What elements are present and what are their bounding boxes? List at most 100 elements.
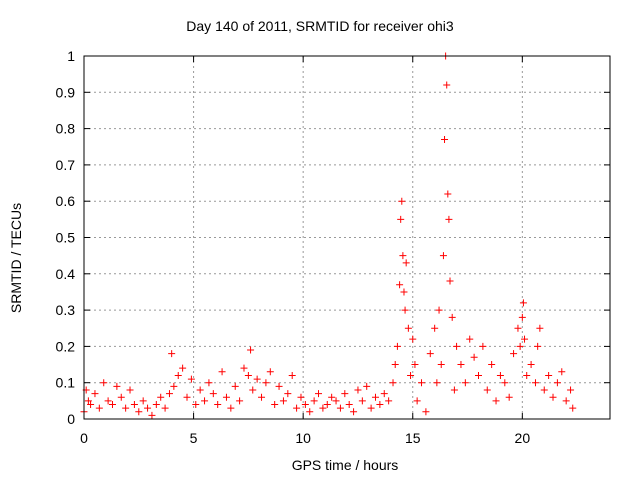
data-point <box>187 375 195 383</box>
data-point <box>117 393 125 401</box>
y-tick-label: 0.9 <box>56 84 76 100</box>
data-point <box>483 386 491 394</box>
data-point <box>262 379 270 387</box>
data-point <box>518 313 526 321</box>
data-point <box>152 400 160 408</box>
data-point <box>567 386 575 394</box>
data-point <box>404 324 412 332</box>
data-point <box>435 306 443 314</box>
data-point <box>418 379 426 387</box>
y-tick-label: 0.5 <box>56 230 76 246</box>
data-point <box>401 306 409 314</box>
data-point <box>139 397 147 405</box>
data-point <box>201 397 209 405</box>
plot-frame <box>83 55 611 420</box>
data-point <box>367 404 375 412</box>
data-point <box>446 277 454 285</box>
y-tick-label: 0 <box>67 411 75 427</box>
data-point <box>231 382 239 390</box>
data-point <box>95 404 103 412</box>
data-point <box>247 346 255 354</box>
data-point <box>293 404 301 412</box>
data-point <box>479 342 487 350</box>
data-point <box>443 81 451 89</box>
x-tick-label: 10 <box>295 430 311 446</box>
data-point <box>391 361 399 369</box>
y-tick-label: 0.4 <box>56 266 76 282</box>
data-point <box>558 368 566 376</box>
y-axis-label: SRMTID / TECUs <box>8 202 24 314</box>
x-tick-label: 5 <box>190 430 198 446</box>
data-point <box>288 371 296 379</box>
axis-ticks: 00.10.20.30.40.50.60.70.80.910 5 10 15 20 <box>56 48 610 446</box>
y-tick-label: 0.6 <box>56 193 76 209</box>
data-point <box>453 342 461 350</box>
data-point <box>505 393 513 401</box>
data-point <box>253 375 261 383</box>
data-point <box>266 368 274 376</box>
data-point <box>218 368 226 376</box>
data-point <box>358 397 366 405</box>
data-point <box>91 390 99 398</box>
data-points <box>80 52 577 419</box>
data-point <box>527 361 535 369</box>
data-point <box>130 400 138 408</box>
data-point <box>501 379 509 387</box>
data-point <box>540 386 548 394</box>
data-point <box>108 400 116 408</box>
data-point <box>319 404 327 412</box>
y-tick-label: 0.8 <box>56 121 76 137</box>
data-point <box>510 350 518 358</box>
data-point <box>450 386 458 394</box>
data-point <box>275 382 283 390</box>
data-point <box>521 335 529 343</box>
data-point <box>227 404 235 412</box>
data-point <box>422 408 430 416</box>
data-point <box>399 252 407 260</box>
data-point <box>445 215 453 223</box>
data-point <box>87 400 95 408</box>
data-point <box>534 342 542 350</box>
data-point <box>514 324 522 332</box>
data-point <box>284 390 292 398</box>
data-point <box>549 393 557 401</box>
data-point <box>157 393 165 401</box>
data-point <box>562 397 570 405</box>
data-point <box>569 404 577 412</box>
data-point <box>354 386 362 394</box>
data-point <box>165 390 173 398</box>
data-point <box>328 393 336 401</box>
data-point <box>126 386 134 394</box>
data-point <box>236 397 244 405</box>
data-point <box>148 411 156 419</box>
data-point <box>183 393 191 401</box>
data-point <box>466 335 474 343</box>
data-point <box>389 379 397 387</box>
data-point <box>396 281 404 289</box>
data-point <box>531 379 539 387</box>
data-point <box>553 379 561 387</box>
y-tick-label: 0.1 <box>56 375 76 391</box>
data-point <box>205 379 213 387</box>
data-point <box>100 379 108 387</box>
data-point <box>402 259 410 267</box>
data-point <box>345 400 353 408</box>
data-point <box>192 400 200 408</box>
data-point <box>523 371 531 379</box>
data-point <box>380 390 388 398</box>
data-point <box>135 408 143 416</box>
data-point <box>519 299 527 307</box>
data-point <box>336 404 344 412</box>
data-point <box>323 400 331 408</box>
data-point <box>297 393 305 401</box>
data-point <box>222 393 230 401</box>
data-point <box>209 390 217 398</box>
data-point <box>240 364 248 372</box>
data-point <box>315 390 323 398</box>
data-point <box>393 342 401 350</box>
y-tick-label: 0.3 <box>56 302 76 318</box>
data-point <box>470 353 478 361</box>
data-point <box>174 371 182 379</box>
data-point <box>413 397 421 405</box>
data-point <box>536 324 544 332</box>
